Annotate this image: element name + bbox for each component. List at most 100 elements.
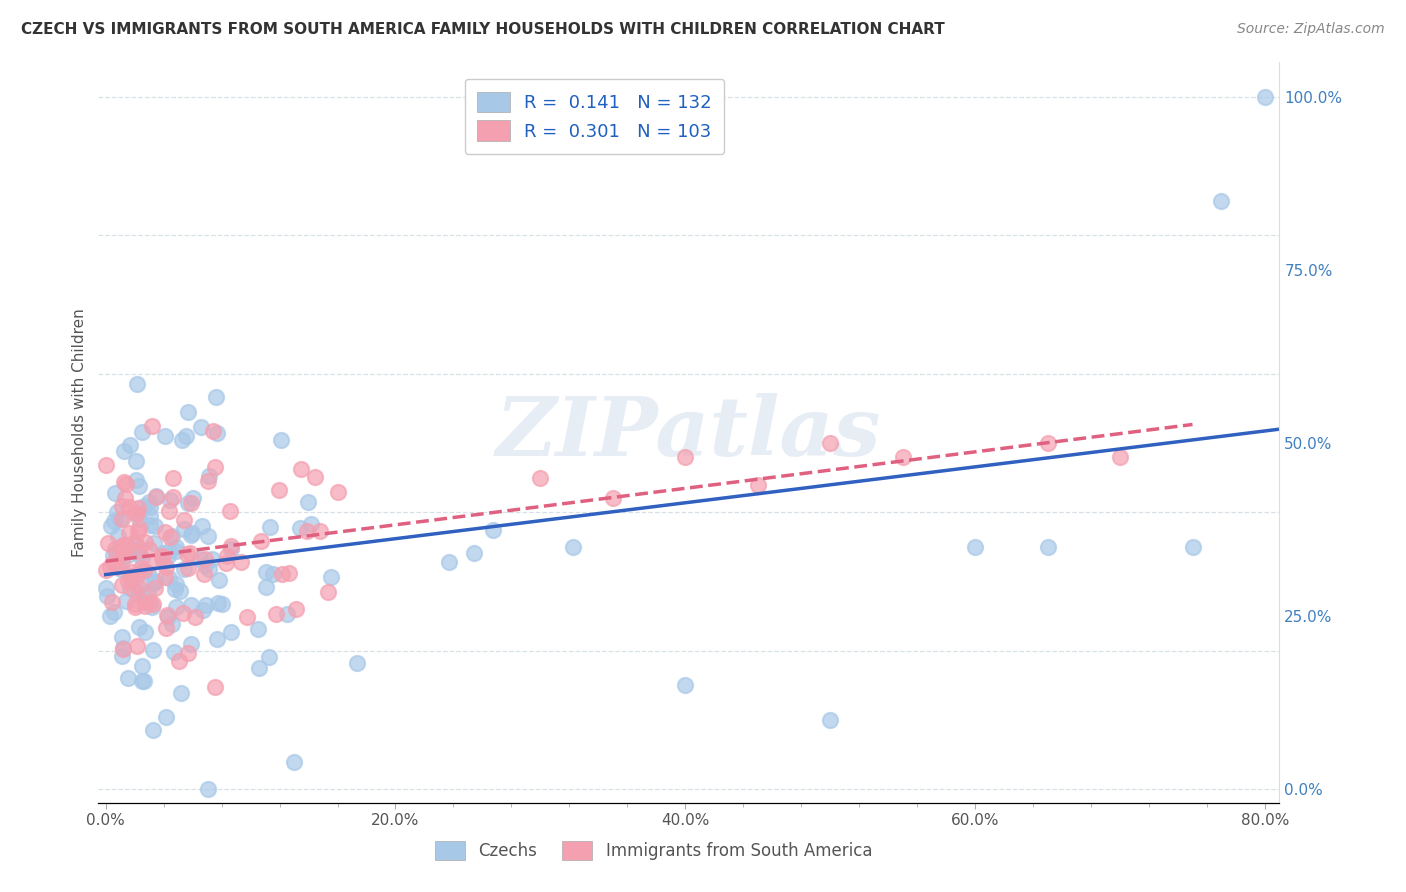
Point [529, 470, 551, 484]
Point [181, 491, 204, 505]
Point [134, 624, 156, 639]
Point [247, 661, 270, 675]
Text: CZECH VS IMMIGRANTS FROM SOUTH AMERICA FAMILY HOUSEHOLDS WITH CHILDREN CORRELATI: CZECH VS IMMIGRANTS FROM SOUTH AMERICA F… [21, 22, 945, 37]
Point [165, 600, 187, 615]
Point [259, 520, 281, 534]
Point [103, 548, 125, 562]
Point [112, 640, 135, 655]
Point [162, 490, 184, 504]
Point [105, 559, 128, 574]
Point [145, 490, 167, 504]
Point [181, 525, 204, 540]
Point [180, 528, 202, 542]
Point [205, 390, 228, 404]
Point [153, 570, 176, 584]
Point [127, 546, 149, 560]
Point [155, 709, 177, 723]
Point [127, 524, 149, 538]
Point [270, 566, 292, 581]
Point [153, 428, 176, 442]
Point [1254, 90, 1277, 104]
Point [120, 570, 142, 584]
Point [157, 504, 180, 518]
Point [152, 546, 174, 560]
Point [167, 654, 190, 668]
Point [127, 501, 149, 516]
Point [184, 609, 207, 624]
Point [235, 609, 257, 624]
Point [162, 471, 184, 485]
Point [197, 529, 219, 543]
Point [118, 500, 141, 514]
Point [114, 491, 136, 505]
Point [107, 529, 129, 543]
Point [177, 405, 200, 419]
Text: Source: ZipAtlas.com: Source: ZipAtlas.com [1237, 22, 1385, 37]
Point [297, 495, 319, 509]
Point [101, 557, 124, 571]
Point [270, 433, 292, 447]
Point [145, 490, 167, 504]
Point [197, 474, 219, 488]
Point [103, 605, 125, 619]
Text: ZIPatlas: ZIPatlas [496, 392, 882, 473]
Point [152, 554, 174, 568]
Point [965, 540, 987, 554]
Point [219, 504, 242, 518]
Point [138, 495, 160, 509]
Point [132, 563, 155, 577]
Point [114, 444, 136, 458]
Point [155, 621, 177, 635]
Point [143, 574, 166, 588]
Point [132, 673, 155, 688]
Point [163, 645, 186, 659]
Point [139, 595, 162, 609]
Point [191, 519, 214, 533]
Point [152, 549, 174, 564]
Point [180, 599, 202, 613]
Point [326, 484, 349, 499]
Point [215, 549, 238, 564]
Point [208, 574, 231, 588]
Point [264, 607, 287, 622]
Point [124, 535, 146, 549]
Point [124, 597, 146, 611]
Point [155, 559, 177, 574]
Point [157, 544, 180, 558]
Point [142, 597, 165, 611]
Point [262, 566, 284, 581]
Point [214, 556, 236, 570]
Point [103, 514, 125, 528]
Point [134, 500, 156, 514]
Point [481, 524, 503, 538]
Point [128, 521, 150, 535]
Point [94, 458, 117, 472]
Point [143, 535, 166, 549]
Point [156, 549, 179, 564]
Point [124, 600, 146, 615]
Point [142, 576, 165, 591]
Point [177, 496, 200, 510]
Point [295, 524, 318, 538]
Point [125, 639, 148, 653]
Point [128, 541, 150, 556]
Point [176, 547, 198, 561]
Point [204, 459, 226, 474]
Point [747, 477, 769, 491]
Point [127, 543, 149, 558]
Point [561, 540, 583, 554]
Point [304, 470, 326, 484]
Point [219, 625, 242, 640]
Point [139, 556, 162, 570]
Point [165, 540, 187, 554]
Point [673, 678, 696, 692]
Point [131, 560, 153, 574]
Y-axis label: Family Households with Children: Family Households with Children [72, 309, 87, 557]
Point [165, 576, 187, 591]
Point [118, 581, 141, 595]
Point [179, 546, 201, 560]
Legend: Czechs, Immigrants from South America: Czechs, Immigrants from South America [426, 832, 880, 869]
Point [125, 473, 148, 487]
Point [172, 607, 194, 621]
Point [254, 580, 277, 594]
